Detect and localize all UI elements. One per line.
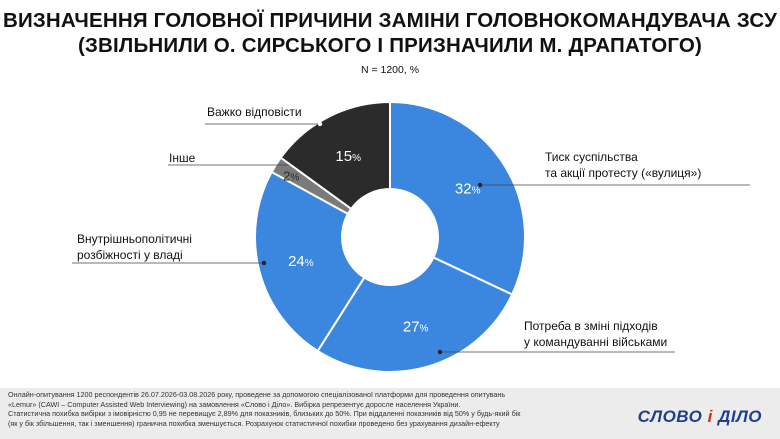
chart-subtitle: N = 1200, %	[360, 64, 420, 76]
leader-dot	[317, 121, 323, 127]
slice-category-label: Потреба в зміні підходів у командуванні в…	[524, 318, 667, 350]
slice-category-label-line: Тиск суспільства	[545, 150, 638, 164]
slice-category-label-line: Потреба в зміні підходів	[524, 319, 658, 333]
donut-chart: 32% 27% 24% 2% 15%	[72, 100, 750, 373]
methodology-line: (як у бік збільшення, так і зменшення) г…	[8, 418, 500, 428]
slice-value-label: 27%	[403, 318, 429, 335]
slice-category-label-line: Інше	[169, 151, 196, 165]
slice-category-label: Важко відповісти	[207, 104, 302, 120]
slice-category-label-line: розбіжності у владі	[77, 248, 183, 262]
footer: Онлайн-опитування 1200 респондентів 26.0…	[0, 388, 780, 439]
slice-category-label: Внутрішньополітичні розбіжності у владі	[77, 231, 192, 263]
slice-category-label: Тиск суспільства та акції протесту («вули…	[545, 149, 701, 181]
slice-category-label-line: Важко відповісти	[207, 105, 302, 119]
methodology-line: Статистична похибка вибірки з імовірніст…	[8, 409, 521, 419]
methodology-note: Онлайн-опитування 1200 респондентів 26.0…	[8, 390, 568, 428]
donut-slice	[254, 170, 366, 353]
methodology-line: Онлайн-опитування 1200 респондентів 26.0…	[8, 390, 506, 399]
slice-value-label: 2%	[283, 168, 299, 183]
leader-dot	[437, 349, 443, 355]
slice-category-label: Інше	[169, 150, 195, 166]
donut-slice	[279, 100, 391, 211]
slice-category-label-line: Внутрішньополітичні	[77, 232, 192, 246]
leader-dot	[261, 260, 267, 266]
slice-value-label: 24%	[288, 253, 314, 270]
slice-value-label: 15%	[335, 148, 361, 165]
slice-category-label-line: та акції протесту («вулиця»)	[545, 166, 702, 180]
donut-slice	[389, 100, 526, 296]
slice-value-label: 32%	[455, 181, 481, 198]
chart-title-line-1: ВИЗНАЧЕННЯ ГОЛОВНОЇ ПРИЧИНИ ЗАМІНИ ГОЛОВ…	[2, 9, 778, 32]
leader-dot	[477, 182, 483, 188]
slovo-i-dilo-logo: СЛОВО і ДІЛО	[637, 407, 762, 426]
methodology-line: «Lemur» (CAWI – Computer Assisted Web In…	[8, 399, 461, 409]
chart-title-line-2: (ЗВІЛЬНИЛИ О. СИРСЬКОГО І ПРИЗНАЧИЛИ М. …	[77, 34, 703, 57]
slice-category-label-line: у командуванні військами	[524, 335, 668, 349]
chart-title: ВИЗНАЧЕННЯ ГОЛОВНОЇ ПРИЧИНИ ЗАМІНИ ГОЛОВ…	[0, 8, 780, 58]
donut-slice	[316, 256, 514, 373]
